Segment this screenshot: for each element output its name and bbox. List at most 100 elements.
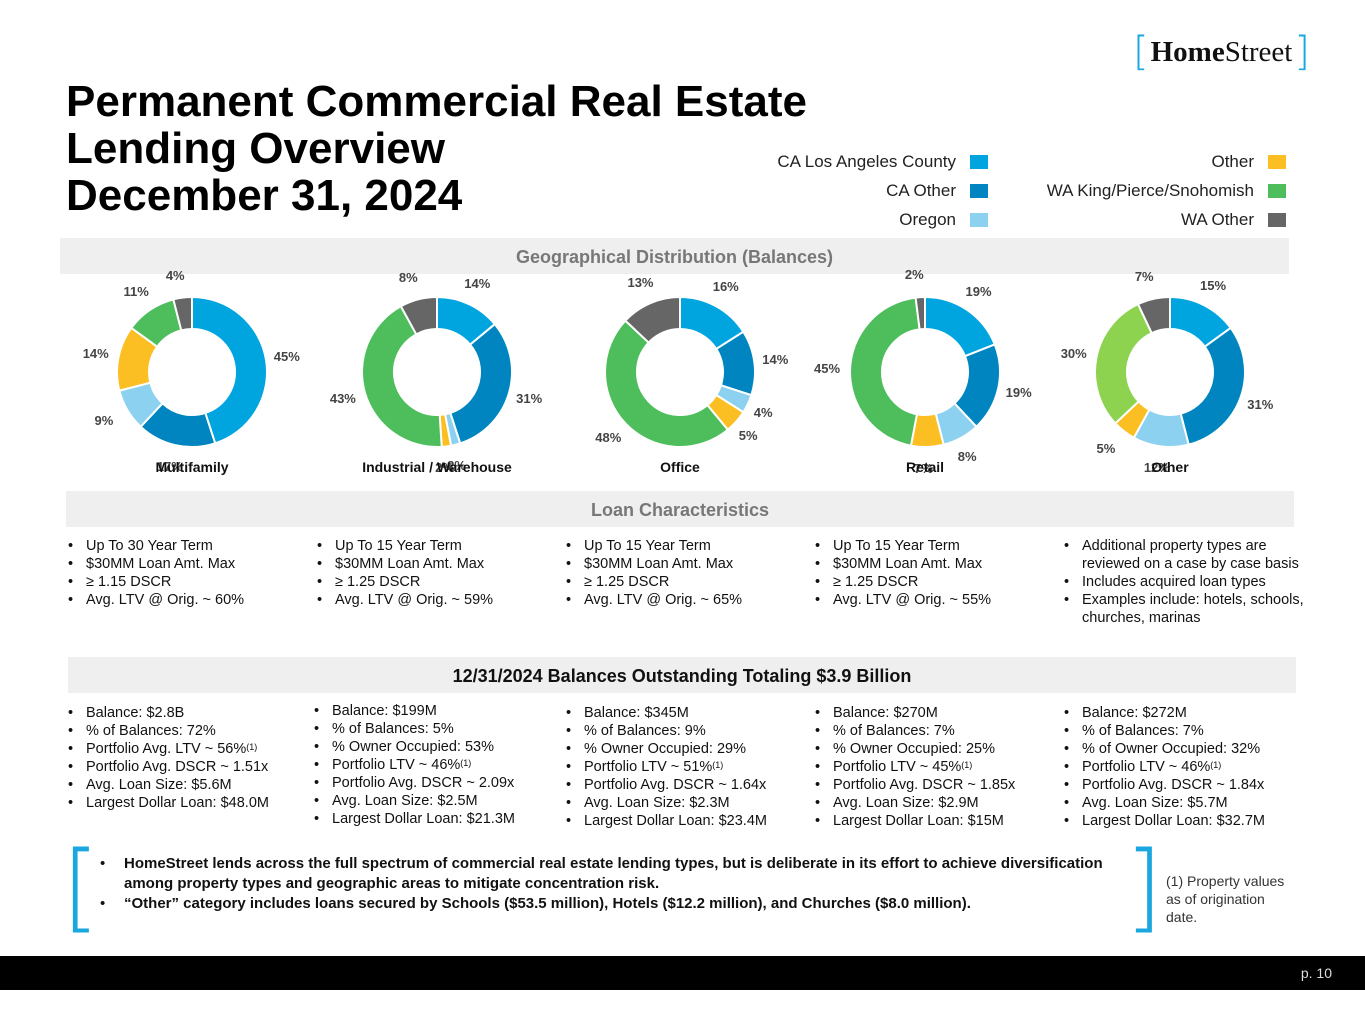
donut-slice-label: 7% — [1134, 269, 1154, 285]
donut-slice — [399, 295, 438, 336]
balances-column: Balance: $345M % of Balances: 9% % Owner O… — [564, 704, 804, 830]
donut-slice-label: 8% — [398, 270, 418, 286]
balance-item: Portfolio Avg. DSCR ~ 1.84x — [1062, 776, 1302, 794]
balance-item-text: % of Balances: 7% — [1082, 723, 1204, 739]
loan-characteristic-item: Additional property types are reviewed o… — [1062, 537, 1312, 573]
balance-item-text: Portfolio LTV ~ 45% — [833, 759, 962, 775]
legend-swatch — [970, 184, 988, 198]
balance-item-text: % Owner Occupied: 29% — [584, 741, 746, 757]
donut-slice-label: 5% — [738, 428, 758, 444]
donut-slice-label: 9% — [94, 413, 114, 429]
balance-item: Avg. Loan Size: $5.6M — [66, 776, 306, 794]
donut-slice-label: 19% — [965, 283, 992, 299]
balance-item-text: Portfolio LTV ~ 46% — [332, 757, 461, 773]
balance-item-text: Avg. Loan Size: $2.9M — [833, 795, 979, 811]
donut-slice — [849, 296, 921, 447]
balance-item: Balance: $2.8B — [66, 704, 306, 722]
balance-item: Portfolio Avg. LTV ~ 56%(1) — [66, 740, 306, 758]
donut-slice-label: 48% — [595, 430, 622, 446]
footer-bar: p. 10 — [0, 956, 1365, 990]
balance-item-text: % of Owner Occupied: 32% — [1082, 741, 1261, 757]
legend-label: Oregon — [899, 210, 956, 229]
balance-item-text: Portfolio LTV ~ 46% — [1082, 759, 1211, 775]
donut-slice-label: 31% — [516, 391, 543, 407]
balance-item: Portfolio Avg. DSCR ~ 1.51x — [66, 758, 306, 776]
balance-item-text: Portfolio Avg. DSCR ~ 1.84x — [1082, 777, 1265, 793]
balance-item: Balance: $270M — [813, 704, 1053, 722]
section-geo-header: Geographical Distribution (Balances) — [60, 238, 1289, 274]
balance-item: % of Owner Occupied: 32% — [1062, 740, 1302, 758]
balance-item-text: Largest Dollar Loan: $21.3M — [332, 811, 515, 827]
balance-item: % of Balances: 7% — [1062, 722, 1302, 740]
balances-column: Balance: $270M % of Balances: 7% % Owner O… — [813, 704, 1053, 830]
balance-item: % of Balances: 5% — [312, 720, 552, 738]
donut-slice — [604, 319, 730, 448]
footnote-marker: (1) — [1210, 760, 1222, 770]
logo-text-bold: Home — [1150, 35, 1225, 68]
legend-item: Oregon — [899, 210, 988, 230]
balance-item: Largest Dollar Loan: $32.7M — [1062, 812, 1302, 830]
legend-swatch — [1268, 184, 1286, 198]
balance-item: Largest Dollar Loan: $15M — [813, 812, 1053, 830]
loan-characteristic-item: ≥ 1.25 DSCR — [564, 573, 804, 591]
balance-item-text: Portfolio Avg. DSCR ~ 1.85x — [833, 777, 1016, 793]
loan-characteristic-item: Avg. LTV @ Orig. ~ 60% — [66, 591, 306, 609]
legend-item: CA Other — [886, 181, 988, 201]
donut-slice-label: 30% — [1060, 345, 1087, 361]
balance-item: % Owner Occupied: 29% — [564, 740, 804, 758]
title-line-2: Lending Overview — [66, 124, 445, 173]
loan-characteristic-item: Up To 15 Year Term — [813, 537, 1053, 555]
donut-slice-label: 2% — [435, 460, 454, 476]
balance-item: Avg. Loan Size: $2.3M — [564, 794, 804, 812]
balance-item: Balance: $199M — [312, 702, 552, 720]
legend-label: CA Los Angeles County — [777, 152, 956, 171]
legend-swatch — [1268, 213, 1286, 227]
title-line-1: Permanent Commercial Real Estate — [66, 77, 807, 126]
balance-item-text: Portfolio LTV ~ 51% — [584, 759, 713, 775]
balance-item-text: Portfolio Avg. DSCR ~ 1.51x — [86, 759, 269, 775]
balance-item-text: Portfolio Avg. DSCR ~ 1.64x — [584, 777, 767, 793]
donut-chart-title: Industrial / Warehouse — [362, 459, 512, 475]
loan-characteristic-item: $30MM Loan Amt. Max — [315, 555, 555, 573]
balance-item: Balance: $345M — [564, 704, 804, 722]
balance-item: Portfolio Avg. DSCR ~ 2.09x — [312, 774, 552, 792]
donut-slice-label: 8% — [957, 449, 977, 464]
donut-slice-label: 4% — [753, 405, 773, 421]
balance-item-text: Avg. Loan Size: $2.3M — [584, 795, 730, 811]
loan-characteristics-column: Up To 30 Year Term$30MM Loan Amt. Max≥ 1… — [66, 537, 306, 609]
loan-characteristic-item: Examples include: hotels, schools, churc… — [1062, 591, 1312, 627]
donut-slice-label: 2% — [904, 267, 924, 283]
balance-item: Largest Dollar Loan: $48.0M — [66, 794, 306, 812]
loan-characteristic-item: $30MM Loan Amt. Max — [564, 555, 804, 573]
donut-slice-label: 31% — [1247, 396, 1274, 412]
loan-characteristics-column: Additional property types are reviewed o… — [1062, 537, 1312, 627]
donut-slice-label: 14% — [464, 276, 491, 292]
balance-item-text: Portfolio Avg. DSCR ~ 2.09x — [332, 775, 515, 791]
balance-item-text: Avg. Loan Size: $5.6M — [86, 777, 232, 793]
balance-item: % Owner Occupied: 25% — [813, 740, 1053, 758]
donut-chart-title: Office — [660, 459, 700, 475]
donut-chart — [604, 295, 756, 448]
legend-label: Other — [1211, 152, 1254, 171]
loan-characteristic-item: Includes acquired loan types — [1062, 573, 1312, 591]
donut-slice — [914, 295, 926, 331]
balance-item: Portfolio LTV ~ 46%(1) — [1062, 758, 1302, 776]
balance-item: % of Balances: 7% — [813, 722, 1053, 740]
balances-column: Balance: $2.8B% of Balances: 72%Portfoli… — [66, 704, 306, 812]
balance-item: Largest Dollar Loan: $21.3M — [312, 810, 552, 828]
donut-slice-label: 17% — [156, 458, 183, 474]
donut-slice-label: 4% — [165, 267, 185, 283]
donut-slice-label: 15% — [1200, 277, 1227, 293]
donut-slice-label: 12% — [1143, 460, 1170, 476]
donut-slice — [1136, 295, 1171, 335]
donut-chart — [1094, 295, 1246, 448]
loan-characteristic-item: Avg. LTV @ Orig. ~ 59% — [315, 591, 555, 609]
notes-list: HomeStreet lends across the full spectru… — [100, 854, 1140, 914]
logo-text: HomeStreet — [1149, 36, 1295, 69]
loan-characteristic-item: ≥ 1.25 DSCR — [315, 573, 555, 591]
donut-slice — [172, 295, 193, 332]
section-balances-header: 12/31/2024 Balances Outstanding Totaling… — [68, 657, 1296, 693]
donut-slice — [449, 322, 513, 445]
donut-slice — [1179, 326, 1246, 446]
donut-slice — [191, 295, 268, 445]
